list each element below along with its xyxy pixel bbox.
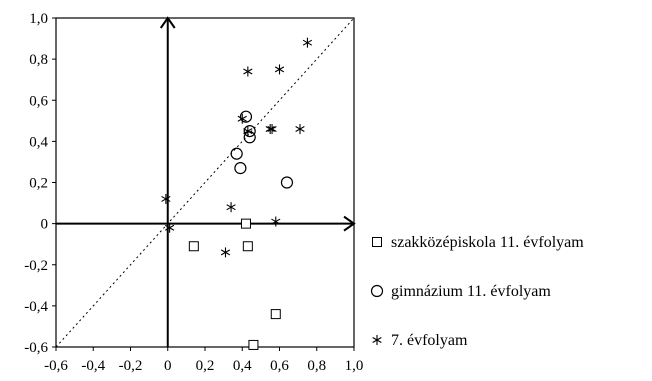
data-point-square [242, 241, 253, 252]
y-tick-label: 0,8 [29, 52, 48, 68]
y-tick-label: -0,6 [24, 340, 48, 356]
x-tick-label: 0,2 [196, 358, 215, 374]
legend-entry: gimnázium 11. évfolyam [370, 283, 551, 300]
data-point-star [237, 113, 247, 124]
data-point-circle [243, 131, 256, 144]
data-point-star [243, 126, 253, 137]
legend-label: szakközépiskola 11. évfolyam [391, 234, 584, 251]
legend-label: 7. évfolyam [391, 332, 468, 349]
data-point-square [240, 218, 251, 229]
star-stroke [243, 128, 253, 135]
data-point-star [274, 64, 285, 75]
data-point-star [243, 66, 253, 77]
diagonal-reference-line [55, 17, 355, 348]
data-point-star [271, 216, 281, 227]
y-tick-label: 0,6 [29, 93, 48, 109]
data-point-square [270, 309, 281, 320]
star-stroke [302, 39, 313, 46]
x-tick-label: 0,8 [307, 358, 326, 374]
legend-marker-square [372, 237, 382, 247]
star-stroke [372, 337, 382, 343]
y-tick-label: 1,0 [29, 11, 48, 27]
y-tick-label: -0,2 [24, 258, 48, 274]
data-point-star [295, 124, 305, 135]
data-point-star [220, 247, 231, 258]
y-tick-label: -0,4 [24, 299, 48, 315]
x-axis-arrow [343, 215, 356, 232]
data-point-star [265, 124, 275, 135]
data-point-star [164, 222, 175, 233]
data-point-circle [234, 162, 247, 175]
star-stroke [267, 126, 277, 133]
star-stroke [295, 126, 305, 133]
legend-entry: szakközépiskola 11. évfolyam [372, 234, 584, 251]
data-point-star [302, 37, 313, 48]
data-point-circle [230, 147, 243, 160]
data-point-square [248, 339, 259, 350]
data-point-circle [280, 176, 294, 189]
data-point-star [161, 193, 171, 204]
star-stroke [274, 66, 285, 73]
data-point-square [188, 241, 199, 252]
data-point-circle [239, 110, 253, 123]
star-stroke [271, 218, 281, 225]
legend-marker-star [372, 335, 382, 345]
x-tick-label: -0,2 [119, 358, 143, 374]
x-tick-label: -0,6 [44, 358, 68, 374]
star-stroke [220, 249, 231, 256]
x-tick-label: 0,6 [270, 358, 289, 374]
x-tick-label: 1,0 [345, 358, 364, 374]
star-stroke [265, 126, 275, 133]
y-tick-label: 0 [41, 217, 49, 233]
x-tick-label: 0 [164, 358, 172, 374]
star-stroke [164, 224, 175, 231]
legend-label: gimnázium 11. évfolyam [391, 283, 551, 300]
legend-entry: 7. évfolyam [372, 332, 468, 349]
star-stroke [243, 68, 253, 75]
y-tick-label: 0,4 [29, 134, 48, 150]
x-tick-label: -0,4 [81, 358, 105, 374]
y-axis-arrow [159, 16, 176, 29]
y-tick-label: 0,2 [29, 176, 48, 192]
star-stroke [237, 115, 247, 122]
data-point-star [226, 202, 236, 213]
legend-marker-circle [370, 284, 384, 298]
data-point-circle [243, 124, 256, 138]
x-tick-label: 0,4 [233, 358, 252, 374]
star-stroke [161, 195, 171, 202]
data-point-star [267, 124, 277, 135]
star-stroke [226, 204, 236, 211]
